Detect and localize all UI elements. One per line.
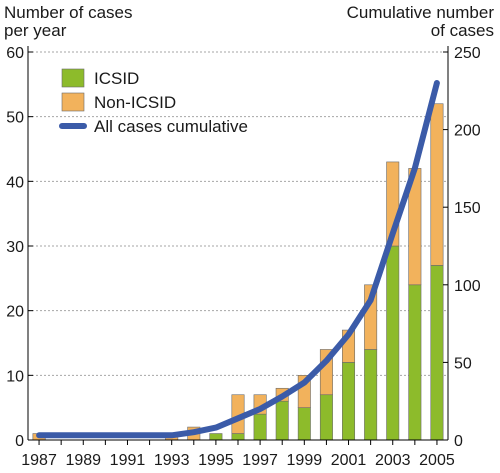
legend-swatch-non-icsid	[61, 92, 85, 112]
bar-icsid-2004	[408, 284, 422, 441]
bar-icsid-2001	[342, 362, 356, 441]
bar-icsid-1995	[209, 433, 223, 441]
x-tick-label-2005: 2005	[419, 452, 455, 469]
right-tick-label-200: 200	[454, 123, 481, 140]
bar-icsid-1998	[275, 400, 289, 441]
left-tick-label-50: 50	[6, 110, 24, 127]
left-tick-label-0: 0	[15, 433, 24, 450]
bar-non-icsid-2005	[430, 103, 444, 266]
right-tick-label-100: 100	[454, 278, 481, 295]
right-tick-label-0: 0	[454, 433, 463, 450]
x-tick-label-1999: 1999	[287, 452, 323, 469]
x-tick-label-2003: 2003	[375, 452, 411, 469]
legend-label-non-icsid: Non-ICSID	[94, 93, 176, 112]
axes: 0 10 20 30 40 50 60 0 50 100 150 200 250 1987 1989 1991…	[6, 45, 481, 469]
cumulative-series-line	[36, 80, 440, 439]
bar-icsid-1997	[253, 413, 267, 441]
bar-icsid-2003	[386, 245, 400, 441]
left-tick-label-20: 20	[6, 304, 24, 321]
left-axis-title-line-2: per year	[4, 21, 67, 40]
bar-icsid-1999	[297, 407, 311, 441]
cumulative-line	[36, 80, 440, 439]
x-tick-label-2001: 2001	[331, 452, 367, 469]
left-tick-label-40: 40	[6, 174, 24, 191]
left-tick-label-10: 10	[6, 368, 24, 385]
bar-icsid-2002	[364, 349, 378, 441]
x-tick-label-1993: 1993	[154, 452, 190, 469]
right-axis-title-line-1: Cumulative number	[347, 3, 495, 22]
right-tick-label-150: 150	[454, 200, 481, 217]
legend-label-all-cases-cumulative: All cases cumulative	[94, 117, 248, 136]
right-tick-label-250: 250	[454, 45, 481, 62]
left-axis-title-line-1: Number of cases	[4, 3, 133, 22]
x-tick-label-1995: 1995	[198, 452, 234, 469]
bar-icsid-2005	[430, 265, 444, 441]
legend: ICSID Non-ICSID All cases cumulative	[59, 68, 248, 136]
right-axis-title-line-2: of cases	[431, 21, 494, 40]
x-tick-label-1989: 1989	[65, 452, 101, 469]
left-tick-label-30: 30	[6, 239, 24, 256]
gridlines	[28, 51, 448, 376]
x-tick-label-1997: 1997	[242, 452, 278, 469]
legend-swatch-icsid	[61, 68, 85, 88]
bar-icsid-2000	[319, 394, 333, 441]
left-tick-label-60: 60	[6, 45, 24, 62]
axis-titles: Number of cases per year Cumulative numb…	[4, 3, 494, 40]
legend-label-icsid: ICSID	[94, 69, 139, 88]
x-tick-label-1991: 1991	[110, 452, 146, 469]
x-tick-label-1987: 1987	[21, 452, 57, 469]
bar-icsid-1996	[231, 433, 245, 441]
right-tick-label-50: 50	[454, 355, 472, 372]
